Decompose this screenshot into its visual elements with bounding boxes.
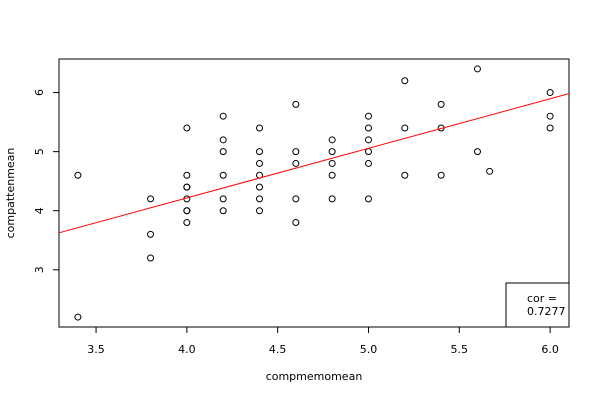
point (364, 159, 372, 167)
plot-frame (58, 58, 570, 328)
point (74, 171, 82, 179)
point (364, 124, 372, 132)
point (256, 148, 264, 156)
point (364, 148, 372, 156)
point (292, 100, 300, 108)
point (147, 230, 155, 238)
point (292, 159, 300, 167)
point (256, 207, 264, 215)
point (546, 124, 554, 132)
y-tick-label: 3 (33, 266, 46, 273)
point (183, 124, 191, 132)
point (292, 148, 300, 156)
point (401, 124, 409, 132)
y-tick-label: 5 (33, 148, 46, 155)
point (364, 136, 372, 144)
point (219, 195, 227, 203)
point (219, 136, 227, 144)
point (256, 124, 264, 132)
point (546, 89, 554, 97)
point (401, 77, 409, 85)
point (328, 195, 336, 203)
x-axis-title: compmemomean (266, 370, 363, 383)
legend-box (505, 282, 570, 328)
point (183, 171, 191, 179)
point (328, 136, 336, 144)
point (183, 183, 191, 191)
point (328, 159, 336, 167)
regression-line (58, 93, 570, 234)
x-tick-label: 5.0 (360, 343, 378, 356)
point (183, 207, 191, 215)
point (364, 195, 372, 203)
y-tick-label: 4 (33, 207, 46, 214)
point (473, 148, 481, 156)
point (74, 313, 82, 321)
point (219, 112, 227, 120)
y-tick-label: 6 (33, 89, 46, 96)
legend-text: 0.7277 (527, 305, 566, 318)
point (256, 183, 264, 191)
x-tick-label: 4.5 (269, 343, 287, 356)
point (328, 148, 336, 156)
x-tick-label: 4.0 (178, 343, 196, 356)
point (401, 171, 409, 179)
point (473, 65, 481, 73)
point (147, 195, 155, 203)
legend-text: cor = (527, 292, 557, 305)
y-axis-title: compattenmean (4, 148, 17, 239)
x-tick-label: 3.5 (87, 343, 105, 356)
x-tick-label: 5.5 (451, 343, 469, 356)
point (256, 159, 264, 167)
point (437, 100, 445, 108)
point (364, 112, 372, 120)
point (292, 219, 300, 227)
point (147, 254, 155, 262)
point (219, 207, 227, 215)
point (219, 171, 227, 179)
point (437, 171, 445, 179)
point (183, 219, 191, 227)
point (486, 167, 494, 175)
point (328, 171, 336, 179)
point (219, 148, 227, 156)
point (292, 195, 300, 203)
point (256, 195, 264, 203)
x-tick-label: 6.0 (541, 343, 559, 356)
point (546, 112, 554, 120)
